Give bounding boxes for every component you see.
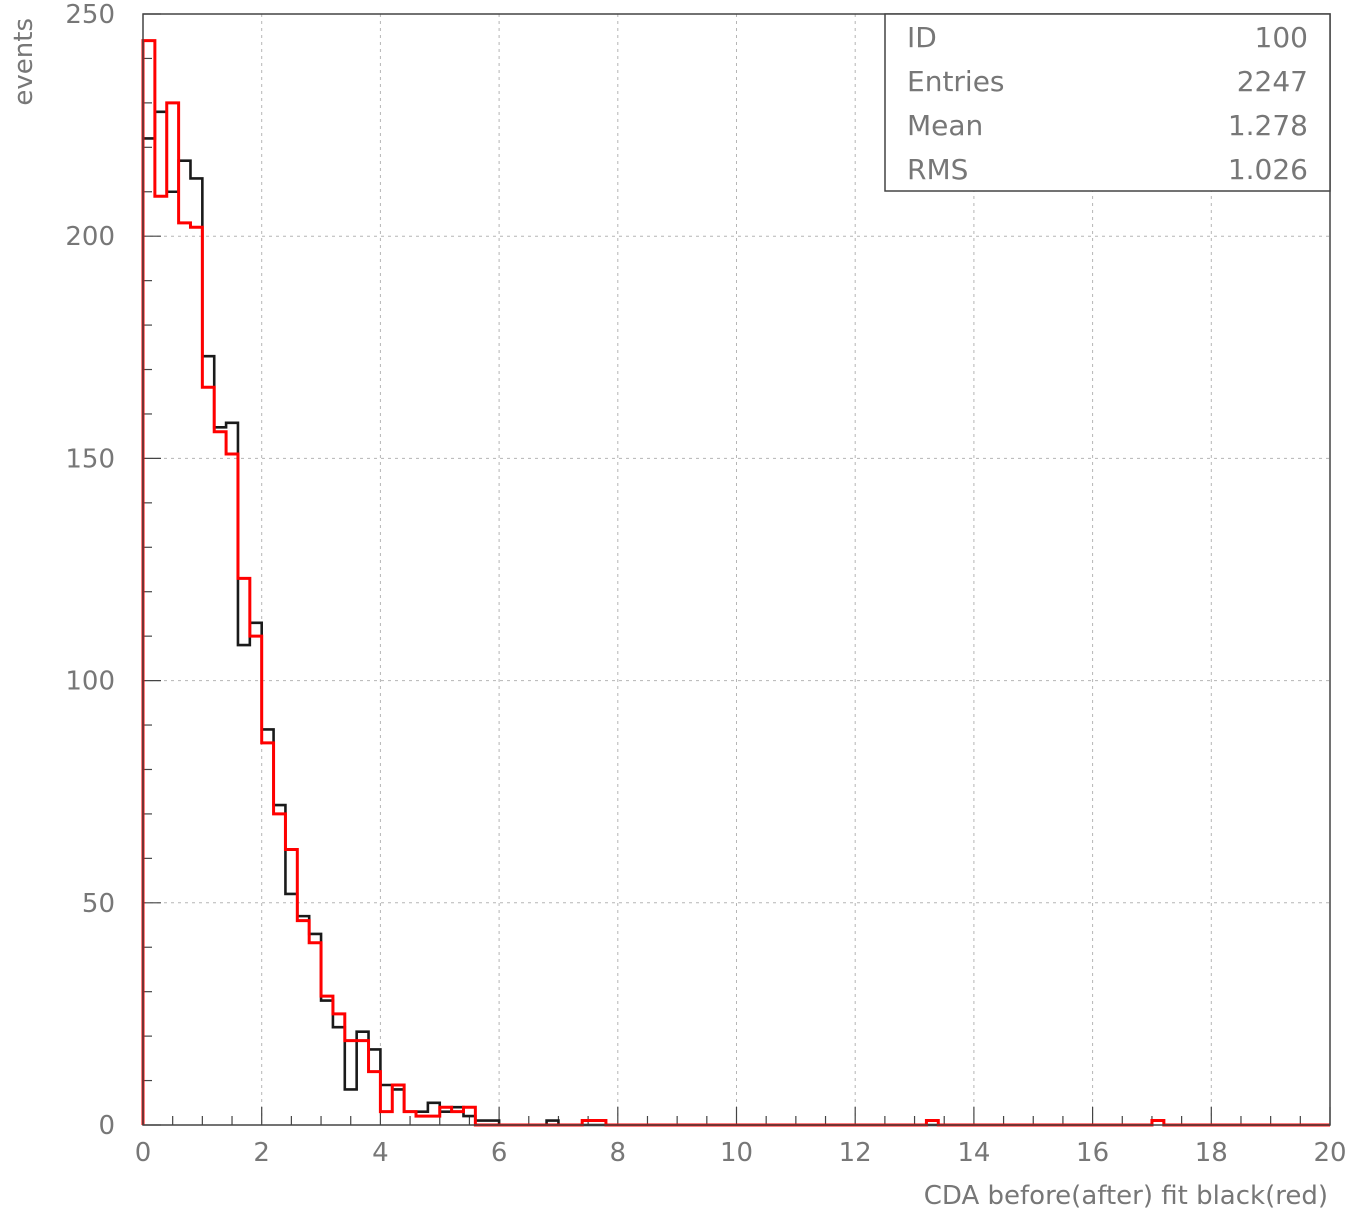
x-tick-label: 18 — [1195, 1138, 1228, 1168]
x-tick-label: 8 — [610, 1138, 627, 1168]
stats-box-frame — [884, 13, 1331, 192]
x-tick-label: 0 — [135, 1138, 152, 1168]
x-tick-label: 6 — [491, 1138, 508, 1168]
y-tick-label: 0 — [98, 1111, 115, 1141]
x-tick-label: 2 — [253, 1138, 270, 1168]
x-tick-labels: 0 2 4 6 8 10 12 14 16 18 20 — [135, 1138, 1347, 1168]
x-tick-label: 16 — [1076, 1138, 1109, 1168]
x-tick-label: 4 — [372, 1138, 389, 1168]
x-tick-label: 10 — [720, 1138, 753, 1168]
stats-label: Entries — [907, 65, 1005, 98]
x-tick-label: 14 — [957, 1138, 990, 1168]
stats-label: Mean — [907, 109, 983, 142]
stats-box: ID 100 Entries 2247 Mean 1.278 RMS 1.026 — [884, 13, 1331, 192]
stats-value: 1.278 — [1228, 109, 1308, 142]
x-axis-title: CDA before(after) fit black(red) — [924, 1181, 1328, 1211]
y-tick-label: 200 — [65, 222, 115, 252]
plot-frame — [142, 13, 1331, 1126]
y-tick-labels: 0 50 100 150 200 250 — [65, 0, 115, 1141]
x-tick-label: 20 — [1313, 1138, 1346, 1168]
stats-label: ID — [907, 21, 937, 54]
stats-value: 100 — [1255, 21, 1308, 54]
y-tick-label: 150 — [65, 444, 115, 474]
y-tick-label: 50 — [82, 889, 115, 919]
x-tick-label: 12 — [839, 1138, 872, 1168]
stats-label: RMS — [907, 153, 968, 186]
y-tick-label: 250 — [65, 0, 115, 30]
stats-value: 1.026 — [1228, 153, 1308, 186]
y-axis-title: events — [9, 18, 39, 106]
stats-value: 2247 — [1237, 65, 1308, 98]
y-tick-label: 100 — [65, 667, 115, 697]
